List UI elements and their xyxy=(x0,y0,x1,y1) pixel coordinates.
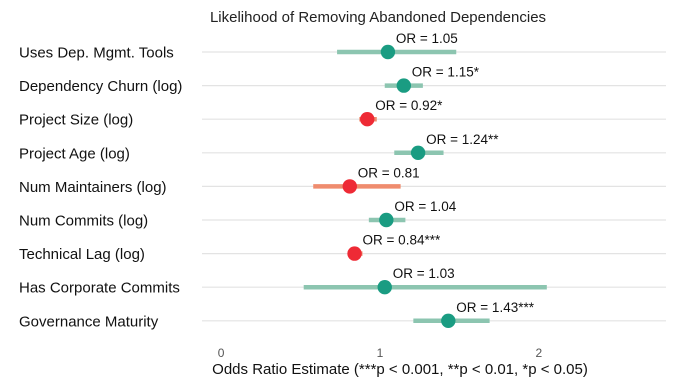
row-label: Dependency Churn (log) xyxy=(19,78,182,95)
row-label: Technical Lag (log) xyxy=(19,246,145,263)
or-annotation: OR = 1.05 xyxy=(396,31,458,46)
or-annotation: OR = 0.81 xyxy=(358,165,420,180)
or-point xyxy=(377,280,392,295)
x-axis-ticks: 0 1 2 xyxy=(218,346,543,360)
x-axis-label: Odds Ratio Estimate (***p < 0.001, **p <… xyxy=(212,361,588,378)
or-annotation: OR = 0.92* xyxy=(375,98,443,113)
x-tick-label: 2 xyxy=(536,346,543,360)
or-point xyxy=(360,112,375,127)
row-label: Num Maintainers (log) xyxy=(19,179,167,196)
or-point xyxy=(410,145,426,160)
row-label: Uses Dep. Mgmt. Tools xyxy=(19,45,174,62)
row-label: Has Corporate Commits xyxy=(19,280,180,297)
or-annotation: OR = 1.24** xyxy=(426,132,499,147)
or-point xyxy=(441,313,456,328)
or-annotation: OR = 1.04 xyxy=(394,199,456,214)
or-annotation: OR = 1.15* xyxy=(412,65,480,80)
x-tick-label: 1 xyxy=(377,346,384,360)
or-point xyxy=(396,78,412,93)
row-label: Project Age (log) xyxy=(19,145,130,162)
row-label: Governance Maturity xyxy=(19,313,159,330)
annotations: OR = 1.05 OR = 1.15* OR = 0.92* OR = 1.24**… xyxy=(358,31,535,315)
or-annotation: OR = 1.43*** xyxy=(456,300,534,315)
chart-title: Likelihood of Removing Abandoned Depende… xyxy=(210,9,546,26)
or-annotation: OR = 1.03 xyxy=(393,266,455,281)
row-label: Project Size (log) xyxy=(19,112,133,129)
odds-ratio-points xyxy=(342,44,456,328)
or-point xyxy=(380,44,396,60)
or-point xyxy=(342,179,357,194)
x-tick-label: 0 xyxy=(218,346,225,360)
or-point xyxy=(379,212,394,228)
row-label: Num Commits (log) xyxy=(19,213,148,230)
or-point xyxy=(347,246,362,261)
or-annotation: OR = 0.84*** xyxy=(363,233,441,248)
y-axis-labels: Uses Dep. Mgmt. Tools Dependency Churn (l… xyxy=(19,45,182,331)
